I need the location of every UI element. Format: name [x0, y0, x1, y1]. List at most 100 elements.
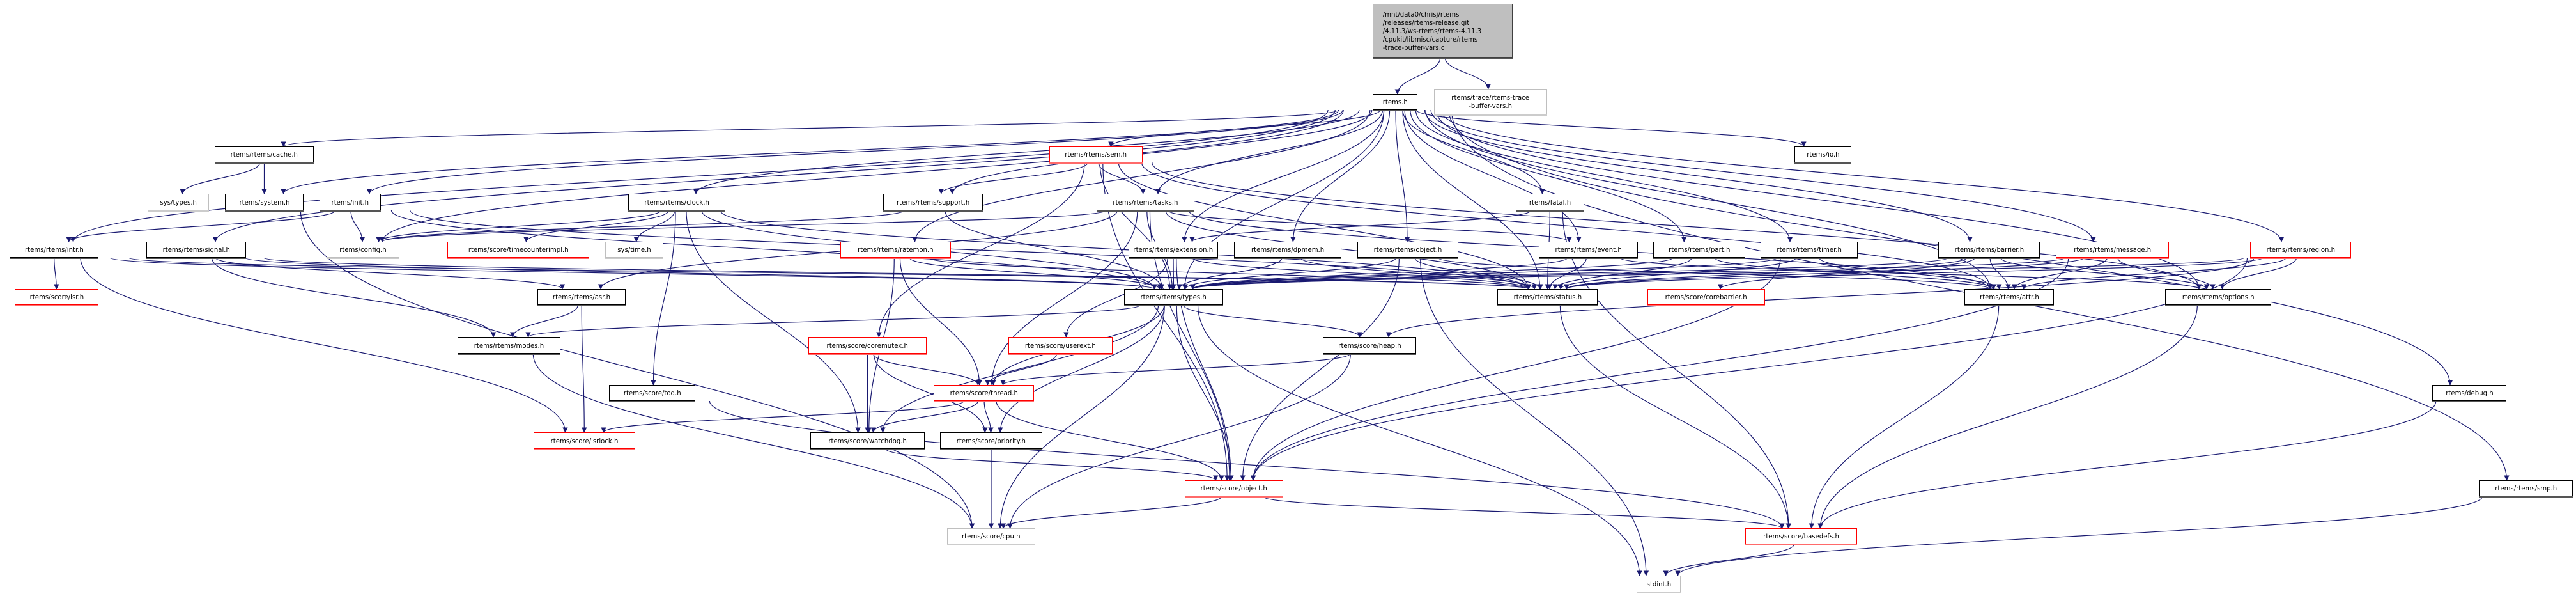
node-root[interactable]: /mnt/data0/chrisj/rtems /releases/rtems-… — [1373, 4, 1513, 58]
edge-types-to-sobject — [1176, 304, 1234, 481]
node-init[interactable]: rtems/init.h — [320, 194, 381, 210]
edge-intr-to-types — [109, 257, 1157, 290]
edge-thread-to-priority — [983, 400, 994, 433]
node-types[interactable]: rtems/rtems/types.h — [1124, 289, 1223, 305]
edge-region-to-status — [1564, 257, 2264, 290]
node-priority[interactable]: rtems/score/priority.h — [940, 432, 1042, 449]
node-watchdog[interactable]: rtems/score/watchdog.h — [810, 432, 925, 449]
node-signal[interactable]: rtems/rtems/signal.h — [146, 242, 246, 258]
node-timer[interactable]: rtems/rtems/timer.h — [1761, 242, 1858, 258]
node-clock[interactable]: rtems/rtems/clock.h — [628, 194, 725, 210]
edge-types-to-cpu — [998, 304, 1165, 529]
node-status[interactable]: rtems/rtems/status.h — [1497, 289, 1598, 305]
node-cpu[interactable]: rtems/score/cpu.h — [947, 528, 1035, 544]
edge-timer-to-status — [1557, 257, 1797, 290]
edge-support-to-types — [945, 210, 1164, 290]
edge-rtems_h-to-io — [1415, 109, 1807, 147]
edge-part-to-types — [1190, 257, 1674, 290]
node-systypes[interactable]: sys/types.h — [148, 194, 209, 210]
edge-rtems_h-to-system — [281, 109, 1339, 194]
edge-dpmem-to-status — [1300, 257, 1538, 290]
edge-rtems_h-to-status — [1402, 109, 1543, 290]
node-dpmem[interactable]: rtems/rtems/dpmem.h — [1234, 242, 1341, 258]
node-label: rtems/rtems/cache.h — [230, 150, 298, 159]
node-heap[interactable]: rtems/score/heap.h — [1323, 337, 1416, 354]
node-label: rtems/rtems/event.h — [1555, 246, 1622, 254]
node-label: rtems/score/object.h — [1200, 484, 1268, 492]
edge-signal-to-modes — [211, 257, 497, 338]
node-systime[interactable]: sys/time.h — [605, 242, 663, 258]
node-label: sys/time.h — [617, 246, 651, 254]
node-part[interactable]: rtems/rtems/part.h — [1653, 242, 1745, 258]
edge-rtems_h-to-support — [949, 109, 1373, 194]
node-system[interactable]: rtems/system.h — [225, 194, 304, 210]
node-fatal[interactable]: rtems/fatal.h — [1516, 194, 1584, 210]
node-support[interactable]: rtems/rtems/support.h — [883, 194, 983, 210]
node-robject[interactable]: rtems/rtems/object.h — [1357, 242, 1458, 258]
node-label: rtems/debug.h — [2445, 389, 2494, 397]
node-barrier[interactable]: rtems/rtems/barrier.h — [1938, 242, 2040, 258]
node-tasks[interactable]: rtems/rtems/tasks.h — [1097, 194, 1194, 210]
node-sobject[interactable]: rtems/score/object.h — [1185, 480, 1283, 496]
node-label: rtems/rtems/tasks.h — [1113, 198, 1178, 207]
node-modes[interactable]: rtems/rtems/modes.h — [458, 337, 560, 354]
node-corebarrier[interactable]: rtems/score/corebarrier.h — [1647, 289, 1765, 305]
node-label: rtems/fatal.h — [1529, 198, 1571, 207]
edge-userext-to-thread — [985, 353, 1058, 386]
edge-cache-to-systypes — [180, 162, 261, 194]
edge-smp-to-stdint — [1675, 496, 2483, 576]
edge-event-to-types — [1190, 257, 1568, 290]
node-extension[interactable]: rtems/rtems/extension.h — [1129, 242, 1218, 258]
node-attr[interactable]: rtems/rtems/attr.h — [1964, 289, 2054, 305]
edge-heap-to-cpu — [1007, 353, 1351, 529]
edge-types-to-stdint — [1197, 304, 1642, 576]
edge-sem-to-types — [1099, 162, 1173, 290]
edge-modes-to-cpu — [532, 353, 975, 529]
node-cache[interactable]: rtems/rtems/cache.h — [215, 146, 314, 162]
node-label: rtems/rtems/attr.h — [1979, 293, 2039, 301]
node-label: sys/types.h — [160, 198, 197, 207]
node-label: rtems/rtems/signal.h — [162, 246, 230, 254]
edge-rtems_h-to-attr — [1425, 109, 1993, 290]
node-config[interactable]: rtems/config.h — [327, 242, 399, 258]
node-trace-vars[interactable]: rtems/trace/rtems-trace -buffer-vars.h — [1434, 89, 1547, 114]
edge-message-to-options — [2117, 257, 2216, 290]
node-intr[interactable]: rtems/rtems/intr.h — [10, 242, 98, 258]
node-rtems-h[interactable]: rtems.h — [1373, 94, 1417, 110]
node-label: rtems/score/userext.h — [1024, 341, 1096, 350]
node-sem[interactable]: rtems/rtems/sem.h — [1049, 146, 1143, 162]
node-label: rtems/rtems/dpmem.h — [1251, 246, 1325, 254]
node-basedefs[interactable]: rtems/score/basedefs.h — [1745, 528, 1857, 544]
node-isr[interactable]: rtems/score/isr.h — [15, 289, 98, 305]
node-options[interactable]: rtems/rtems/options.h — [2165, 289, 2271, 305]
node-thread[interactable]: rtems/score/thread.h — [934, 385, 1034, 401]
node-stdint[interactable]: stdint.h — [1637, 576, 1681, 592]
edge-tasks-to-thread — [989, 210, 1138, 386]
node-tod[interactable]: rtems/score/tod.h — [609, 385, 695, 401]
edge-fatal-to-basedefs — [1562, 210, 1792, 529]
edge-signal-to-types — [244, 257, 1157, 290]
edge-init-to-types — [390, 210, 1157, 290]
node-isrlock[interactable]: rtems/score/isrlock.h — [534, 432, 635, 449]
node-region[interactable]: rtems/rtems/region.h — [2250, 242, 2351, 258]
edge-rtems_h-to-timer — [1415, 109, 1793, 242]
node-smp[interactable]: rtems/rtems/smp.h — [2479, 480, 2573, 496]
edge-timer-to-types — [1190, 257, 1778, 290]
edge-tasks-to-config — [380, 210, 1107, 242]
edge-heap-to-thread — [1000, 353, 1351, 386]
node-io[interactable]: rtems/io.h — [1794, 146, 1851, 162]
node-label: rtems/system.h — [238, 198, 290, 207]
node-ratemon[interactable]: rtems/rtems/ratemon.h — [840, 242, 951, 258]
node-timecounterimpl[interactable]: rtems/score/timecounterimpl.h — [447, 242, 589, 258]
edge-message-to-attr — [2011, 257, 2108, 290]
node-message[interactable]: rtems/rtems/message.h — [2056, 242, 2169, 258]
edge-sem-to-options — [1152, 162, 2202, 290]
edge-intr-to-status — [128, 257, 1531, 290]
node-debug[interactable]: rtems/debug.h — [2432, 385, 2506, 401]
node-asr[interactable]: rtems/rtems/asr.h — [537, 289, 626, 305]
node-userext[interactable]: rtems/score/userext.h — [1008, 337, 1113, 354]
edge-sem-to-support — [938, 162, 1088, 194]
node-coremutex[interactable]: rtems/score/coremutex.h — [808, 337, 927, 354]
node-event[interactable]: rtems/rtems/event.h — [1539, 242, 1638, 258]
node-label: rtems/score/basedefs.h — [1763, 532, 1839, 540]
